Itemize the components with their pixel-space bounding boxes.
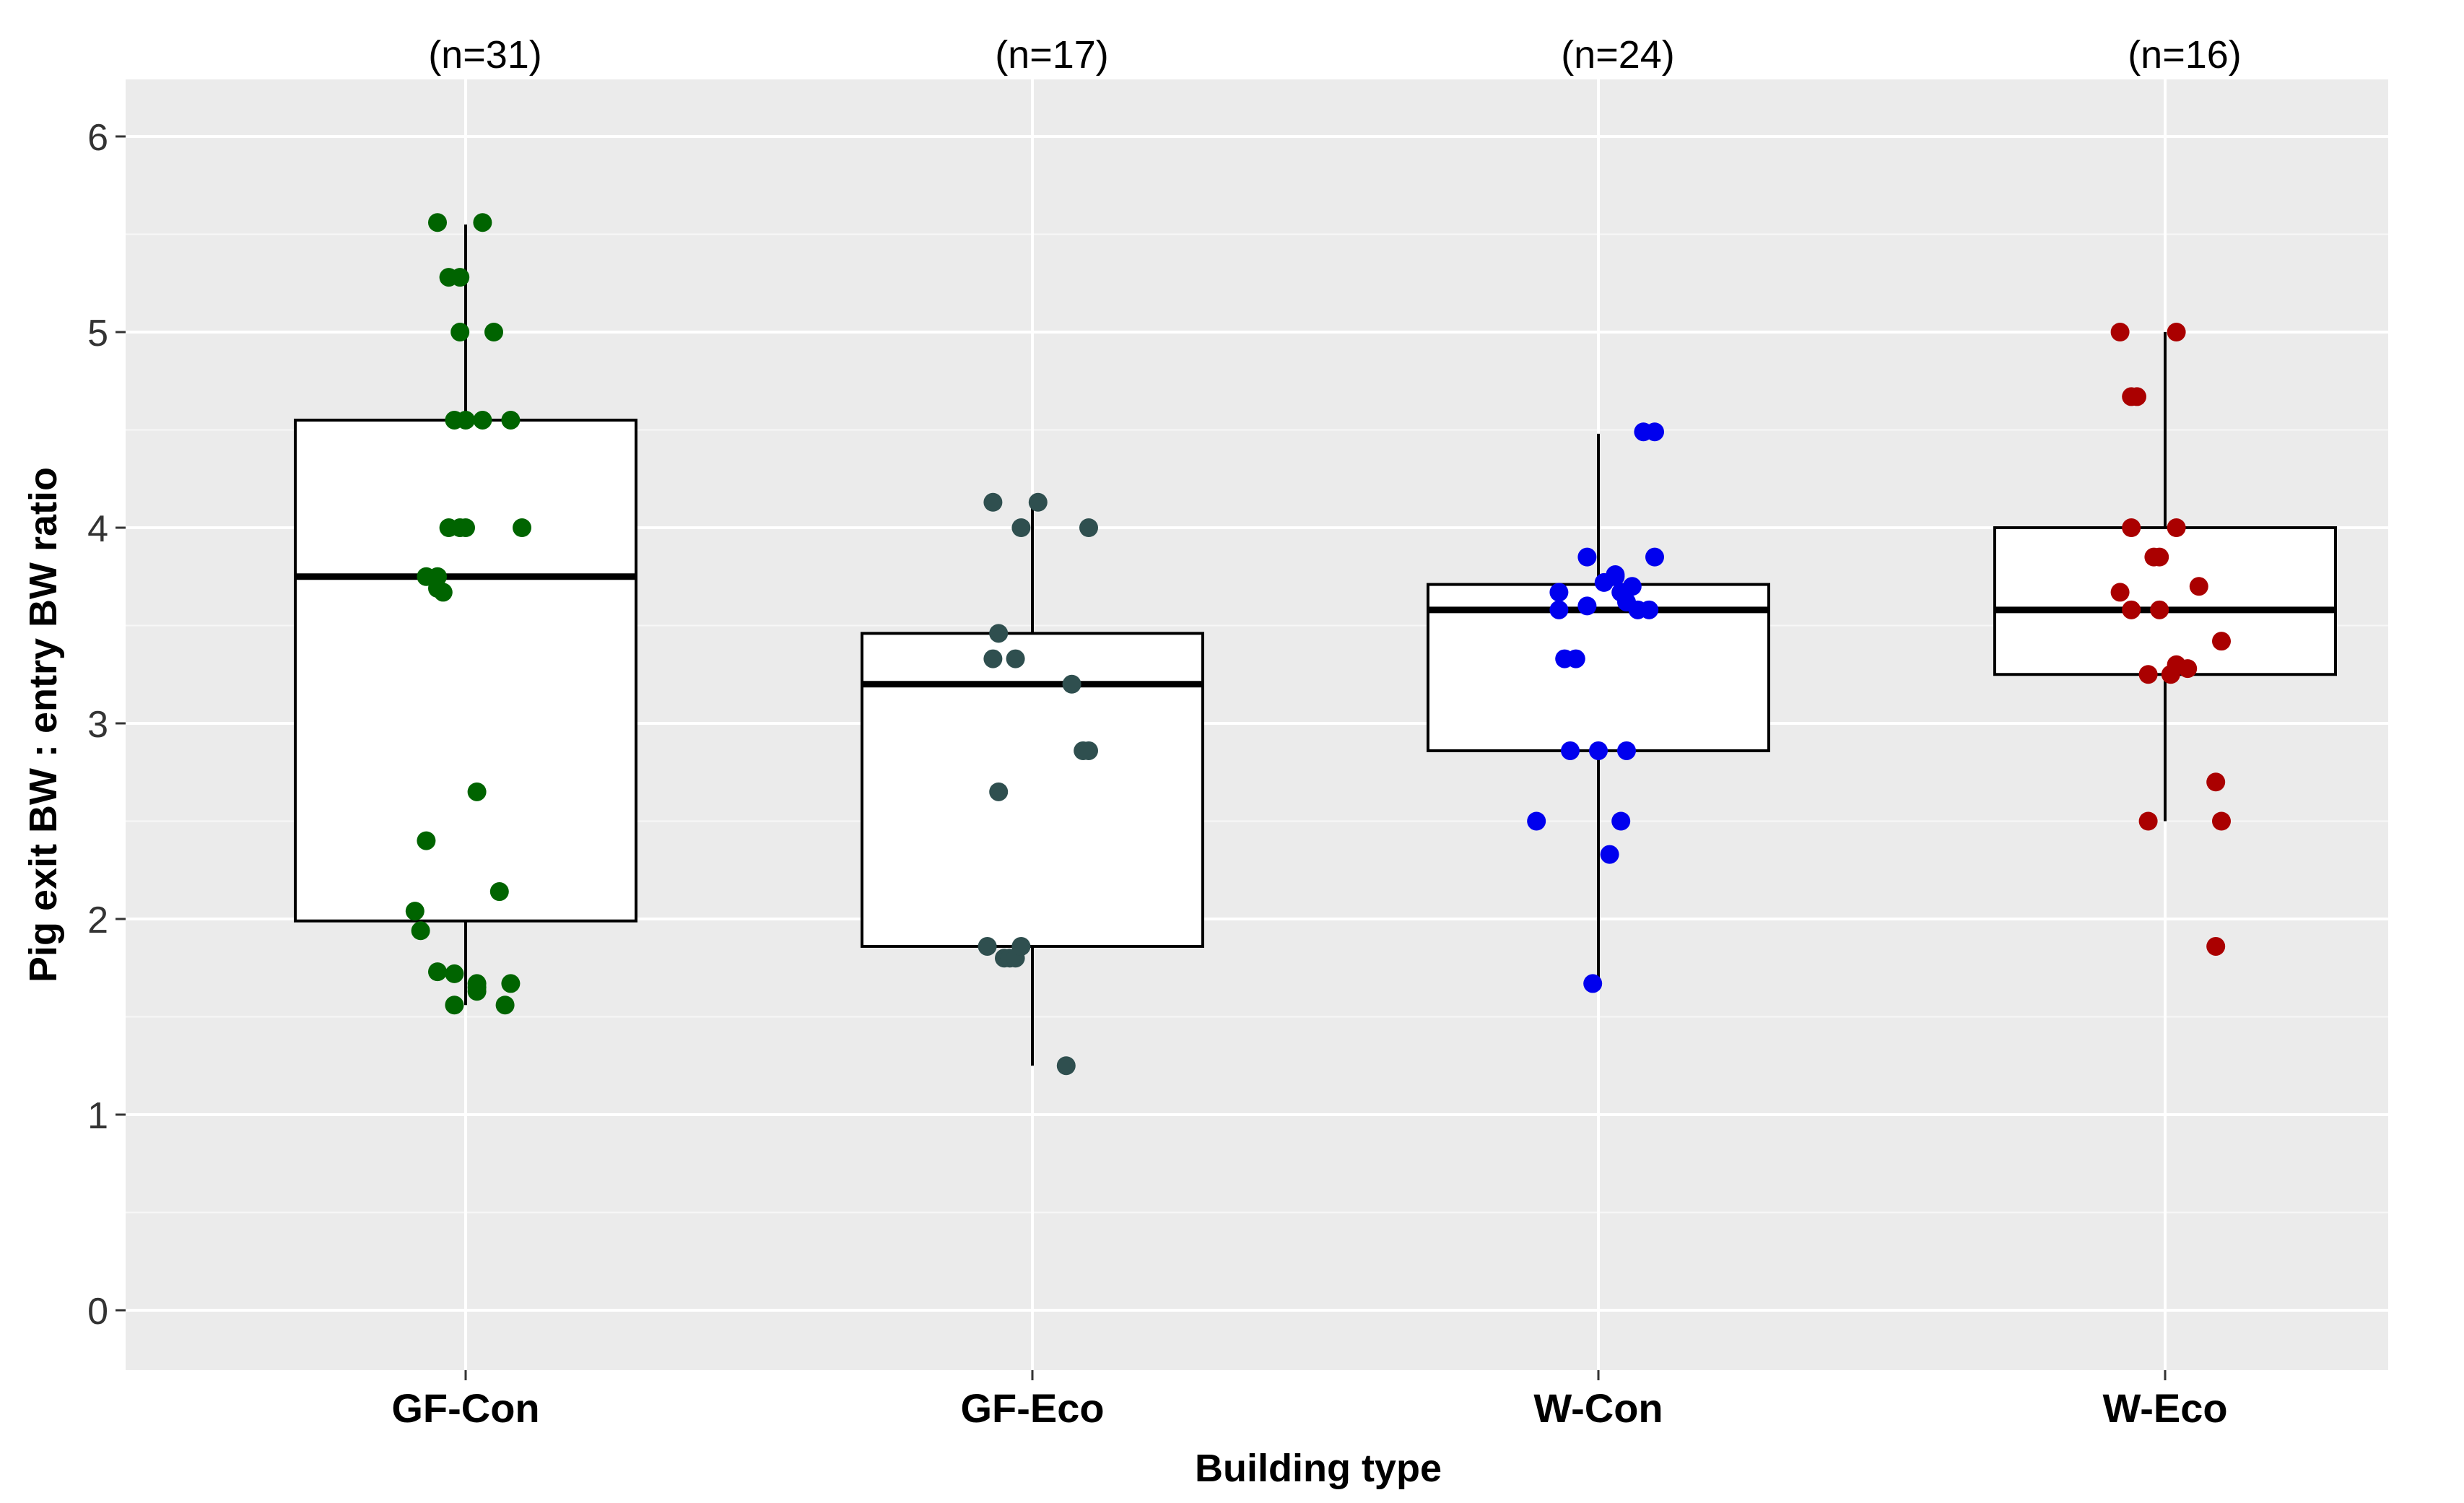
data-point	[2110, 583, 2130, 602]
sample-size-label: (n=31)	[428, 33, 542, 77]
x-tick-label: W-Con	[1533, 1385, 1663, 1431]
data-point	[1589, 741, 1608, 760]
data-point	[467, 982, 487, 1001]
data-point	[450, 323, 470, 341]
data-point	[411, 921, 430, 941]
data-point	[2128, 387, 2146, 406]
x-tick-label: W-Eco	[2102, 1385, 2227, 1431]
data-point	[428, 213, 447, 232]
iqr-box	[294, 418, 637, 923]
y-tick-label: 3	[87, 704, 108, 746]
data-point	[501, 410, 521, 430]
data-point	[2167, 323, 2186, 341]
data-point	[417, 831, 436, 850]
sample-size-label: (n=17)	[995, 33, 1109, 77]
y-axis-ticks: 0 1 2 3 4 5 6	[87, 117, 126, 1333]
y-tick-label: 0	[87, 1291, 108, 1333]
data-point	[1028, 492, 1048, 512]
data-point	[1611, 811, 1631, 831]
data-point	[2178, 659, 2198, 679]
y-tick-label: 2	[87, 899, 108, 941]
data-point	[2138, 811, 2158, 831]
data-point	[2167, 518, 2186, 537]
box-gf-eco	[861, 502, 1204, 1066]
sample-size-label: (n=16)	[2128, 33, 2242, 77]
sample-size-labels: (n=31) (n=17) (n=24) (n=16)	[428, 33, 2242, 77]
data-point	[1622, 577, 1642, 596]
data-point	[978, 936, 997, 956]
data-point	[2138, 665, 2158, 684]
data-point	[2206, 936, 2226, 956]
sample-size-label: (n=24)	[1561, 33, 1675, 77]
data-point	[445, 964, 464, 983]
data-point	[467, 782, 487, 801]
data-point	[2206, 772, 2226, 792]
data-point	[1527, 811, 1546, 831]
data-point	[1062, 674, 1081, 694]
data-point	[1079, 518, 1098, 537]
x-tick-label: GF-Con	[391, 1385, 539, 1431]
data-point	[1561, 741, 1580, 760]
data-point	[2150, 547, 2169, 567]
jitter-points	[405, 213, 2231, 1076]
data-point	[1583, 974, 1603, 993]
data-point	[1645, 422, 1664, 442]
box-gf-con	[294, 224, 637, 1006]
data-point	[2122, 600, 2141, 619]
data-point	[428, 962, 447, 982]
data-point	[405, 902, 425, 921]
y-tick-label: 1	[87, 1095, 108, 1137]
data-point	[2189, 577, 2208, 596]
data-point	[1577, 596, 1597, 616]
data-point	[456, 410, 475, 430]
data-point	[433, 583, 453, 602]
box-w-con	[1427, 433, 1770, 984]
data-point	[2161, 665, 2180, 684]
data-point	[473, 410, 492, 430]
data-point	[1549, 600, 1569, 619]
data-point	[1011, 518, 1031, 537]
data-point	[983, 649, 1003, 668]
data-point	[989, 624, 1009, 643]
data-point	[983, 492, 1003, 512]
y-tick-label: 4	[87, 508, 108, 550]
y-axis-title: Pig exit BW : entry BW ratio	[22, 467, 65, 983]
data-point	[2212, 811, 2231, 831]
data-point	[495, 996, 515, 1015]
data-point	[1606, 567, 1625, 586]
data-point	[2122, 518, 2141, 537]
data-point	[445, 996, 464, 1015]
data-point	[501, 974, 521, 993]
data-point	[2212, 632, 2231, 651]
x-axis-title: Building type	[1195, 1447, 1442, 1490]
x-axis-ticks: GF-Con GF-Eco W-Con W-Eco	[391, 1370, 2228, 1431]
data-point	[2110, 323, 2130, 341]
data-point	[1079, 741, 1098, 760]
data-point	[473, 213, 492, 232]
data-point	[513, 518, 531, 537]
data-point	[1600, 845, 1619, 864]
data-point	[1056, 1056, 1076, 1076]
data-point	[1549, 583, 1569, 602]
data-point	[1617, 741, 1636, 760]
data-point	[456, 518, 475, 537]
x-tick-label: GF-Eco	[960, 1385, 1104, 1431]
data-point	[489, 882, 509, 902]
data-point	[1566, 649, 1585, 668]
data-point	[1645, 547, 1664, 567]
data-point	[2150, 600, 2169, 619]
y-tick-label: 6	[87, 117, 108, 159]
data-point	[1577, 547, 1597, 567]
data-point	[450, 268, 470, 287]
data-point	[484, 323, 503, 341]
y-tick-label: 5	[87, 313, 108, 354]
data-point	[1006, 649, 1025, 668]
data-point	[989, 782, 1009, 801]
data-point	[1640, 600, 1659, 619]
data-point	[1011, 936, 1031, 956]
iqr-box	[861, 632, 1204, 948]
